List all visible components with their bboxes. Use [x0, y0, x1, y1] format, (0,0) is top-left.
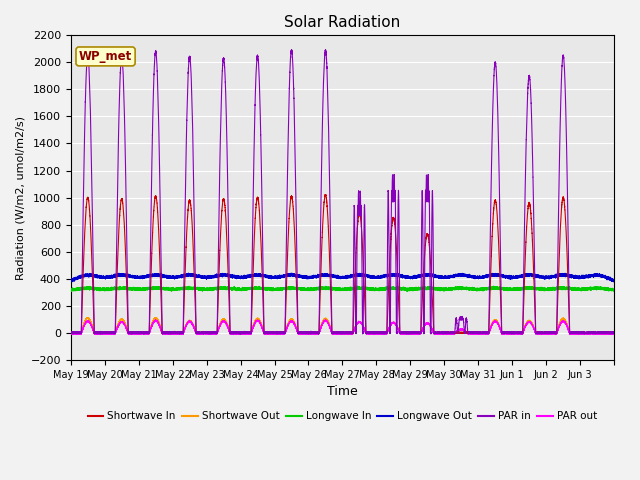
- Text: WP_met: WP_met: [79, 50, 132, 63]
- Y-axis label: Radiation (W/m2, umol/m2/s): Radiation (W/m2, umol/m2/s): [15, 116, 25, 279]
- Title: Solar Radiation: Solar Radiation: [284, 15, 401, 30]
- Legend: Shortwave In, Shortwave Out, Longwave In, Longwave Out, PAR in, PAR out: Shortwave In, Shortwave Out, Longwave In…: [83, 407, 602, 426]
- X-axis label: Time: Time: [327, 385, 358, 398]
